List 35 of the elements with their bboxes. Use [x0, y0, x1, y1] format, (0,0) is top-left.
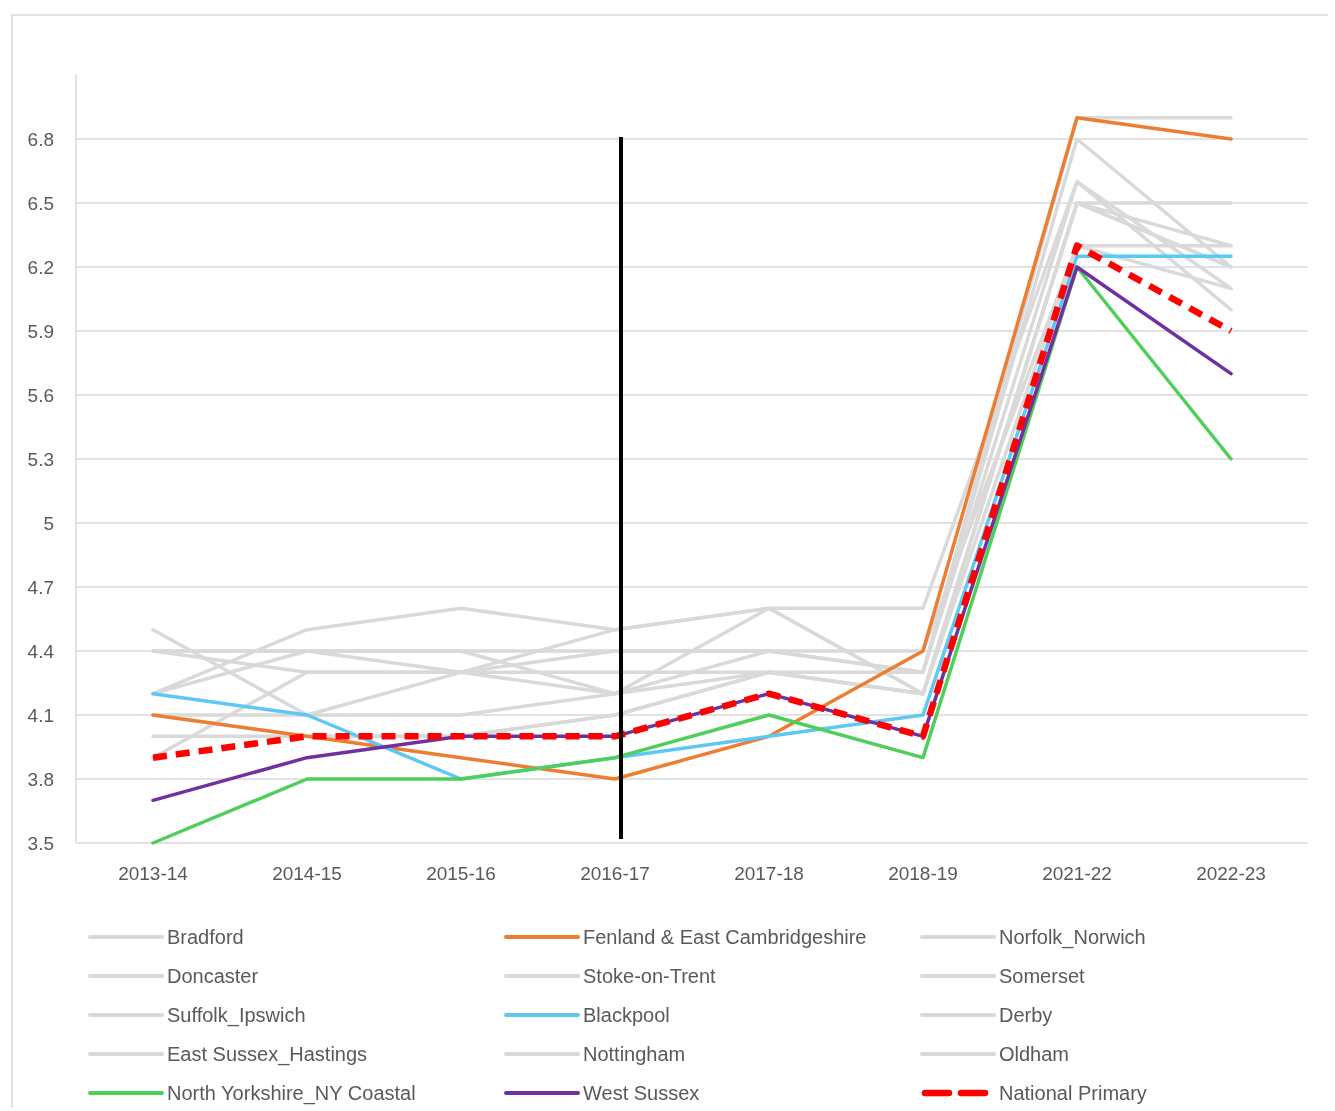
x-tick-label: 2014-15 [272, 863, 342, 884]
x-tick-label: 2022-23 [1196, 863, 1266, 884]
legend-label: East Sussex_Hastings [167, 1043, 368, 1066]
y-tick-label: 6.5 [27, 192, 54, 214]
legend-label: Derby [999, 1004, 1053, 1026]
x-tick-label: 2017-18 [734, 863, 804, 884]
x-tick-label: 2021-22 [1042, 863, 1112, 884]
y-tick-label: 5.6 [27, 384, 54, 406]
x-tick-label: 2016-17 [580, 863, 650, 884]
legend-label: Fenland & East Cambridgeshire [583, 926, 867, 948]
legend-label: Blackpool [583, 1004, 670, 1026]
legend-label: National Primary [999, 1082, 1147, 1104]
legend-label: North Yorkshire_NY Coastal [167, 1082, 416, 1105]
legend-label: Stoke-on-Trent [583, 965, 717, 987]
x-tick-label: 2015-16 [426, 863, 496, 884]
y-tick-label: 5 [43, 512, 54, 534]
y-tick-label: 3.8 [27, 768, 54, 790]
legend-label: Somerset [999, 965, 1086, 987]
legend-label: Doncaster [167, 965, 259, 987]
y-tick-label: 3.5 [27, 832, 54, 854]
legend-label: Norfolk_Norwich [999, 926, 1146, 949]
y-tick-label: 5.3 [27, 448, 54, 470]
x-tick-label: 2013-14 [118, 863, 189, 884]
legend-label: Suffolk_Ipswich [167, 1004, 306, 1027]
legend-label: Nottingham [583, 1043, 686, 1065]
legend-label: Oldham [999, 1043, 1070, 1065]
legend-label: West Sussex [583, 1082, 700, 1104]
y-tick-label: 6.2 [27, 256, 54, 278]
y-tick-label: 4.4 [27, 640, 55, 662]
y-tick-label: 4.1 [27, 704, 54, 726]
y-tick-label: 4.7 [27, 576, 54, 598]
legend-label: Bradford [167, 926, 244, 948]
y-tick-label: 5.9 [27, 320, 54, 342]
x-tick-label: 2018-19 [888, 863, 958, 884]
y-tick-label: 6.8 [27, 128, 54, 150]
